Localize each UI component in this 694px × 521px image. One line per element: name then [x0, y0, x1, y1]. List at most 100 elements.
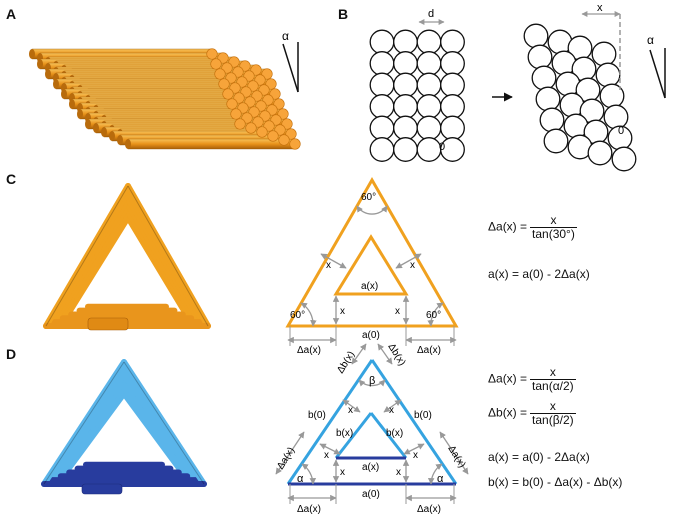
equation-d2-numerator: x [530, 400, 576, 414]
offset-label-right: x [410, 260, 415, 271]
lattice-circle [440, 137, 465, 162]
equation-c1-denominator: tan(30°) [532, 227, 575, 241]
rod-end [218, 78, 230, 90]
inner-base-label: a(x) [362, 462, 379, 473]
origin-rod-label: 0 [439, 141, 445, 153]
alpha-label-b: α [647, 33, 654, 47]
rod-end [226, 98, 238, 110]
rod-end [210, 58, 222, 70]
lattice-circle [440, 72, 465, 98]
alpha-label: α [282, 29, 289, 43]
lattice-circle-sheared [535, 86, 561, 112]
rod-end [289, 138, 301, 150]
equation-d1: Δa(x) = x tan(α/2) [488, 366, 576, 393]
lattice-circle-sheared [611, 146, 637, 172]
delta-b-label-left: Δb(x) [335, 349, 357, 375]
lattice-circle-sheared [531, 65, 557, 91]
rod-end [245, 122, 257, 134]
lattice-circle-sheared [591, 41, 617, 67]
equation-c1: Δa(x) = x tan(30°) [488, 214, 577, 241]
d-label: d [428, 8, 434, 20]
alpha-label-d-left: α [297, 473, 304, 485]
outer-base-label: a(0) [362, 489, 380, 500]
diameter-indicator: d [418, 8, 445, 25]
top-angle-label: 60° [361, 192, 376, 203]
offset-label-d5: x [340, 467, 345, 478]
rod-bundle-illustration [29, 48, 301, 150]
rod-end [278, 134, 290, 146]
twist-angle-indicator-b: α [647, 33, 666, 99]
beta-label: β [369, 375, 375, 387]
rod-end [222, 88, 234, 100]
panel-label-c: C [6, 171, 17, 187]
triangle-edge-shade [45, 185, 129, 327]
delta-a-label-side-left: Δa(x) [275, 445, 297, 471]
alpha-label-d-right: α [437, 473, 444, 485]
outer-side-label: a(0) [362, 330, 380, 341]
lattice-circle [416, 94, 442, 119]
lattice-circle [440, 94, 465, 119]
left-angle-label: 60° [290, 310, 305, 321]
lattice-circle-sheared [543, 128, 569, 154]
offset-label-d1: x [348, 405, 353, 416]
delta-a-label-side-right: Δa(x) [445, 444, 467, 470]
base-plate [81, 483, 123, 495]
triangle-rod-right [125, 183, 211, 329]
shift-indicator: x [581, 2, 621, 90]
panel-label-d: D [6, 346, 17, 362]
rod-end [256, 126, 268, 138]
triangle-rod-right [121, 359, 207, 487]
equation-d3: a(x) = a(0) - 2Δa(x) [488, 450, 590, 464]
equation-c1-numerator: x [530, 214, 577, 228]
rod [125, 138, 296, 150]
lattice-circle [416, 137, 442, 162]
outer-right-side-label: b(0) [414, 410, 432, 421]
triangle-rod-left [41, 359, 127, 487]
inner-left-side-label: b(x) [336, 428, 353, 439]
equation-c2: a(x) = a(0) - 2Δa(x) [488, 267, 590, 281]
blue-triangle-illustration [41, 359, 207, 495]
lattice-circle [393, 94, 418, 119]
square-lattice-cross-section [369, 29, 465, 162]
equation-d1-lhs: Δa(x) = [488, 371, 528, 386]
equation-d4: b(x) = b(0) - Δa(x) - Δb(x) [488, 475, 623, 489]
lattice-circle-sheared [603, 104, 629, 130]
lattice-circle [416, 51, 442, 76]
rod-end [234, 118, 246, 130]
lattice-circle [440, 29, 465, 55]
rod-end [206, 48, 218, 60]
offset-label-left: x [326, 260, 331, 271]
offset-label-bottom-left: x [340, 306, 345, 317]
inner-side-label: a(x) [361, 281, 378, 292]
offset-label-d6: x [396, 467, 401, 478]
outer-left-side-label: b(0) [308, 410, 326, 421]
equation-d2-denominator: tan(β/2) [532, 413, 574, 427]
offset-label-d2: x [389, 405, 394, 416]
lattice-circle [369, 29, 395, 55]
lattice-circle [416, 29, 442, 55]
lattice-circle [393, 137, 418, 162]
triangle-rod-left [43, 183, 131, 329]
delta-a-label-d-left: Δa(x) [297, 504, 321, 515]
equilateral-triangle-diagram: 60° 60° 60° x x x x a(x) a(0) Δa(x) Δa(x… [285, 176, 459, 356]
lattice-circle-sheared [539, 107, 565, 133]
lattice-circle-sheared [523, 23, 549, 49]
delta-a-label-d-right: Δa(x) [417, 504, 441, 515]
delta-b-label-right: Δb(x) [385, 342, 407, 368]
lattice-circle [440, 51, 465, 76]
triangle-edge-shade [43, 361, 125, 485]
lattice-circle [369, 72, 395, 98]
delta-a-label-right: Δa(x) [417, 345, 441, 356]
equation-d2-lhs: Δb(x) = [488, 405, 528, 420]
offset-label-d4: x [413, 450, 418, 461]
lattice-circle [369, 51, 395, 76]
right-angle-label: 60° [426, 310, 441, 321]
base-plate [87, 317, 129, 331]
lattice-circle-sheared [595, 62, 621, 88]
lattice-circle-sheared [527, 44, 553, 70]
inner-right-side-label: b(x) [386, 428, 403, 439]
lattice-circle [393, 29, 418, 55]
lattice-circle [369, 94, 395, 119]
offset-label-d3: x [324, 450, 329, 461]
